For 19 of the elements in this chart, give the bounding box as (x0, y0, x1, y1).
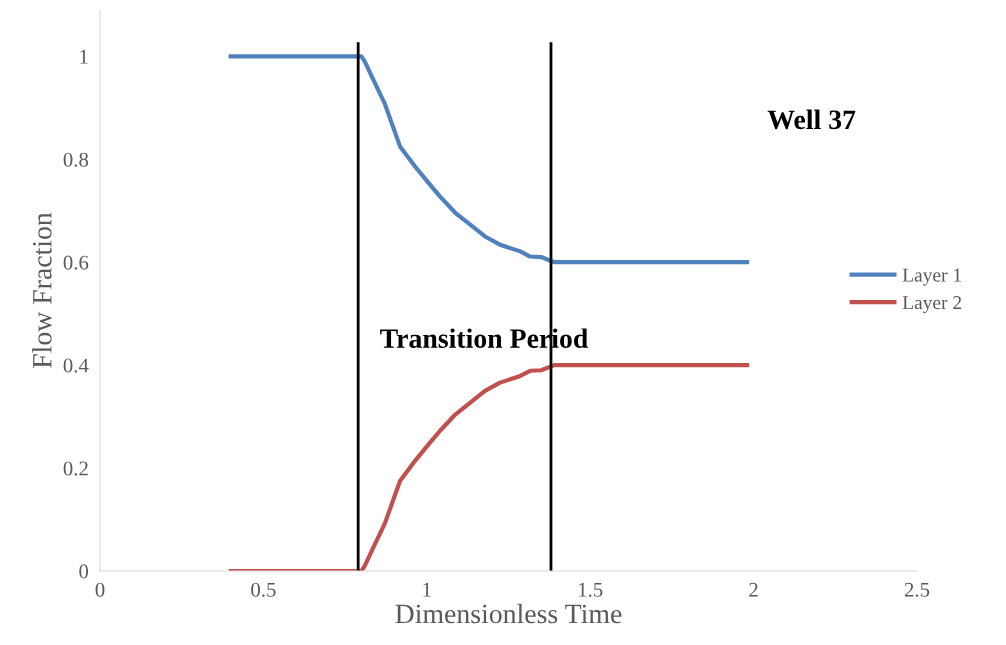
y-tick-label: 1 (80, 49, 88, 64)
y-tick-label: 0.6 (63, 255, 89, 270)
x-tick-label: 0 (95, 582, 105, 597)
y-axis-title: Flow Fraction (32, 212, 52, 369)
y-tick-label: 0 (79, 564, 89, 579)
x-tick-label: 2.5 (904, 582, 930, 597)
x-tick-label: 1.5 (579, 582, 603, 597)
line-series (228, 363, 750, 571)
y-tick-label: 0.2 (63, 461, 88, 476)
y-tick-label: 0.4 (63, 358, 89, 373)
legend-label: Layer 2 (902, 296, 962, 314)
line-series (228, 54, 750, 265)
x-tick-label: 1 (423, 582, 431, 597)
y-tick-label: 0.8 (63, 152, 89, 167)
x-tick-label: 0.5 (251, 582, 276, 597)
x-tick-label: 2 (749, 582, 758, 597)
annotation: Well 37 (767, 109, 856, 130)
legend-label: Layer 1 (902, 268, 961, 286)
x-axis-title: Dimensionless Time (395, 603, 622, 624)
